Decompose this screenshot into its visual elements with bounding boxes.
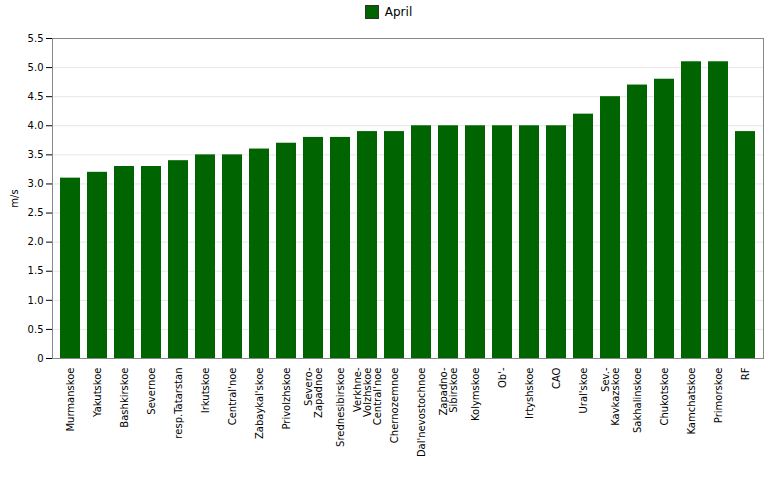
svg-text:Verkhne-VolzhskoeCentral'noe: Verkhne-VolzhskoeCentral'noe — [352, 367, 383, 425]
svg-text:Irtyshskoe: Irtyshskoe — [524, 368, 535, 419]
svg-text:2.0: 2.0 — [28, 236, 44, 247]
svg-text:Bashkirskoe: Bashkirskoe — [119, 368, 130, 428]
svg-text:Ural'skoe: Ural'skoe — [578, 368, 589, 414]
svg-text:Yakutskoe: Yakutskoe — [92, 368, 103, 419]
svg-text:3.0: 3.0 — [28, 178, 44, 189]
svg-text:Sakhalinskoe: Sakhalinskoe — [632, 368, 643, 434]
svg-text:Primorskoe: Primorskoe — [713, 368, 724, 424]
svg-text:Severo-Zapadnoe: Severo-Zapadnoe — [303, 367, 324, 418]
svg-text:Severnoe: Severnoe — [146, 368, 157, 415]
svg-text:resp.Tatarstan: resp.Tatarstan — [173, 368, 184, 439]
svg-text:Dal'nevostochnoe: Dal'nevostochnoe — [416, 368, 427, 458]
svg-text:Srednesibirskoe: Srednesibirskoe — [335, 368, 346, 447]
svg-text:4.0: 4.0 — [28, 120, 44, 131]
svg-text:CAO: CAO — [551, 367, 562, 389]
svg-text:0: 0 — [37, 353, 43, 364]
svg-text:Chernozemnoe: Chernozemnoe — [389, 368, 400, 444]
svg-text:Chukotskoe: Chukotskoe — [659, 368, 670, 426]
svg-text:Kolymskoe: Kolymskoe — [470, 368, 481, 422]
svg-text:Irkutskoe: Irkutskoe — [200, 368, 211, 414]
svg-text:2.5: 2.5 — [28, 207, 44, 218]
svg-text:Ob'-: Ob'- — [497, 367, 508, 388]
svg-text:5.0: 5.0 — [28, 62, 44, 73]
svg-text:4.5: 4.5 — [28, 91, 44, 102]
svg-text:5.5: 5.5 — [28, 33, 44, 44]
svg-text:Murmanskoe: Murmanskoe — [65, 368, 76, 432]
svg-text:1.5: 1.5 — [28, 265, 44, 276]
svg-text:Zapadno-Sibirskoe: Zapadno-Sibirskoe — [438, 367, 459, 415]
svg-text:Privolzhskoe: Privolzhskoe — [281, 368, 292, 430]
svg-text:1.0: 1.0 — [28, 295, 44, 306]
svg-text:3.5: 3.5 — [28, 149, 44, 160]
svg-text:m/s: m/s — [9, 189, 20, 207]
svg-text:Central'noe: Central'noe — [227, 368, 238, 426]
svg-text:Kamchatskoe: Kamchatskoe — [686, 368, 697, 435]
svg-text:0.5: 0.5 — [28, 324, 44, 335]
svg-text:RF: RF — [740, 367, 751, 380]
svg-text:Zabaykal'skoe: Zabaykal'skoe — [254, 368, 265, 440]
html-text:April: April — [384, 5, 413, 19]
svg-text:Sev.-Kavkazskoe: Sev.-Kavkazskoe — [600, 367, 621, 426]
